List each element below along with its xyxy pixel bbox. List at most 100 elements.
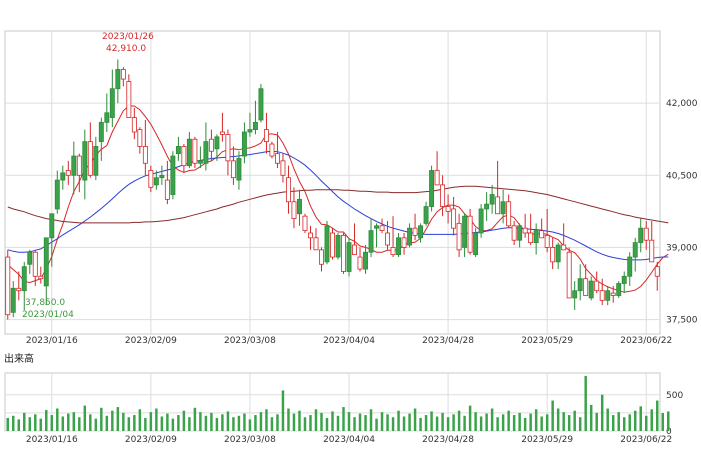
candle	[60, 165, 66, 190]
candle	[10, 281, 16, 318]
candle-body	[649, 239, 655, 263]
candle-body	[98, 121, 104, 143]
candle-body	[528, 232, 534, 244]
volume-bars	[6, 375, 670, 431]
candle	[550, 237, 556, 270]
volume-bar	[67, 413, 70, 431]
volume-bar	[276, 414, 279, 431]
candle-body	[363, 251, 368, 270]
candle	[517, 223, 523, 248]
candle	[98, 117, 104, 161]
candle-body	[588, 280, 594, 299]
candle-body	[550, 247, 556, 263]
candle	[555, 242, 561, 270]
candle-body	[225, 134, 231, 162]
candle	[164, 160, 170, 205]
candle	[583, 264, 589, 296]
candle	[274, 132, 280, 169]
candle-body	[506, 201, 512, 227]
candle	[115, 59, 121, 104]
volume-bar	[364, 415, 367, 431]
candle-body	[71, 155, 77, 176]
candle	[473, 228, 479, 258]
date-tick-label: 2023/05/29	[521, 435, 573, 445]
candle	[616, 281, 622, 298]
candle	[104, 93, 110, 132]
candle	[87, 122, 93, 178]
candle	[429, 165, 435, 212]
candle-body	[517, 225, 523, 241]
moving-average-line	[7, 150, 669, 261]
candle	[368, 218, 374, 258]
candle	[324, 220, 330, 265]
candle-body	[357, 256, 363, 270]
candle-body	[159, 174, 165, 179]
volume-bar	[386, 414, 389, 431]
candle	[76, 153, 82, 193]
volume-bar	[424, 415, 428, 431]
candle	[522, 213, 528, 238]
volume-bar	[397, 410, 400, 431]
candle-body	[16, 287, 22, 292]
volume-bar	[23, 412, 26, 431]
candle-body	[247, 129, 253, 133]
low-value-label: 37,850.0	[25, 298, 65, 308]
candle-body	[263, 129, 269, 143]
volume-bar	[182, 410, 186, 431]
candle-body	[616, 283, 622, 296]
volume-bar	[606, 408, 609, 431]
volume-bar	[210, 412, 213, 431]
candle	[407, 223, 413, 248]
candle-body	[319, 249, 324, 265]
volume-tick-label: 0	[666, 427, 672, 437]
candle	[643, 220, 649, 250]
candle	[500, 189, 506, 224]
volume-bar	[645, 415, 648, 431]
volume-bar	[254, 415, 257, 431]
volume-bar	[325, 417, 329, 431]
candle-body	[120, 69, 126, 80]
candle-body	[115, 69, 121, 90]
candle-body	[21, 266, 27, 292]
candle-body	[374, 225, 379, 229]
candle	[286, 165, 291, 214]
volume-bar	[221, 414, 224, 431]
candle	[577, 264, 583, 301]
candle-body	[555, 244, 561, 263]
candle	[131, 107, 137, 140]
volume-bar	[336, 415, 340, 431]
candle-body	[65, 170, 71, 176]
candle	[27, 249, 33, 274]
volume-bar	[204, 415, 208, 431]
candle	[159, 165, 165, 185]
candle-body	[407, 227, 413, 246]
volume-bar	[34, 414, 37, 431]
volume-bar	[512, 415, 516, 431]
candle	[319, 247, 324, 272]
candle-body	[280, 160, 286, 176]
candle	[561, 223, 567, 251]
candle-body	[511, 225, 517, 241]
volume-bar	[633, 410, 637, 431]
date-tick-label: 2023/04/28	[422, 435, 474, 445]
candle-body	[396, 237, 402, 256]
volume-bar	[540, 416, 543, 431]
date-tick-label: 2023/02/09	[125, 336, 177, 346]
volume-bar	[600, 394, 604, 431]
candle	[93, 136, 99, 181]
volume-bar	[435, 416, 439, 431]
candle-body	[104, 112, 110, 123]
volume-bar	[529, 413, 532, 431]
candle-body	[297, 198, 302, 215]
volume-bar	[94, 418, 98, 431]
volume-bar	[314, 409, 318, 431]
volume-bar	[309, 415, 312, 431]
volume-bar	[320, 412, 323, 431]
volume-bar	[518, 412, 521, 431]
candle	[489, 184, 495, 214]
candle-body	[230, 160, 236, 179]
candle-body	[451, 208, 457, 229]
volume-bar	[17, 419, 20, 431]
candle	[153, 170, 159, 190]
volume-bar	[122, 412, 125, 431]
